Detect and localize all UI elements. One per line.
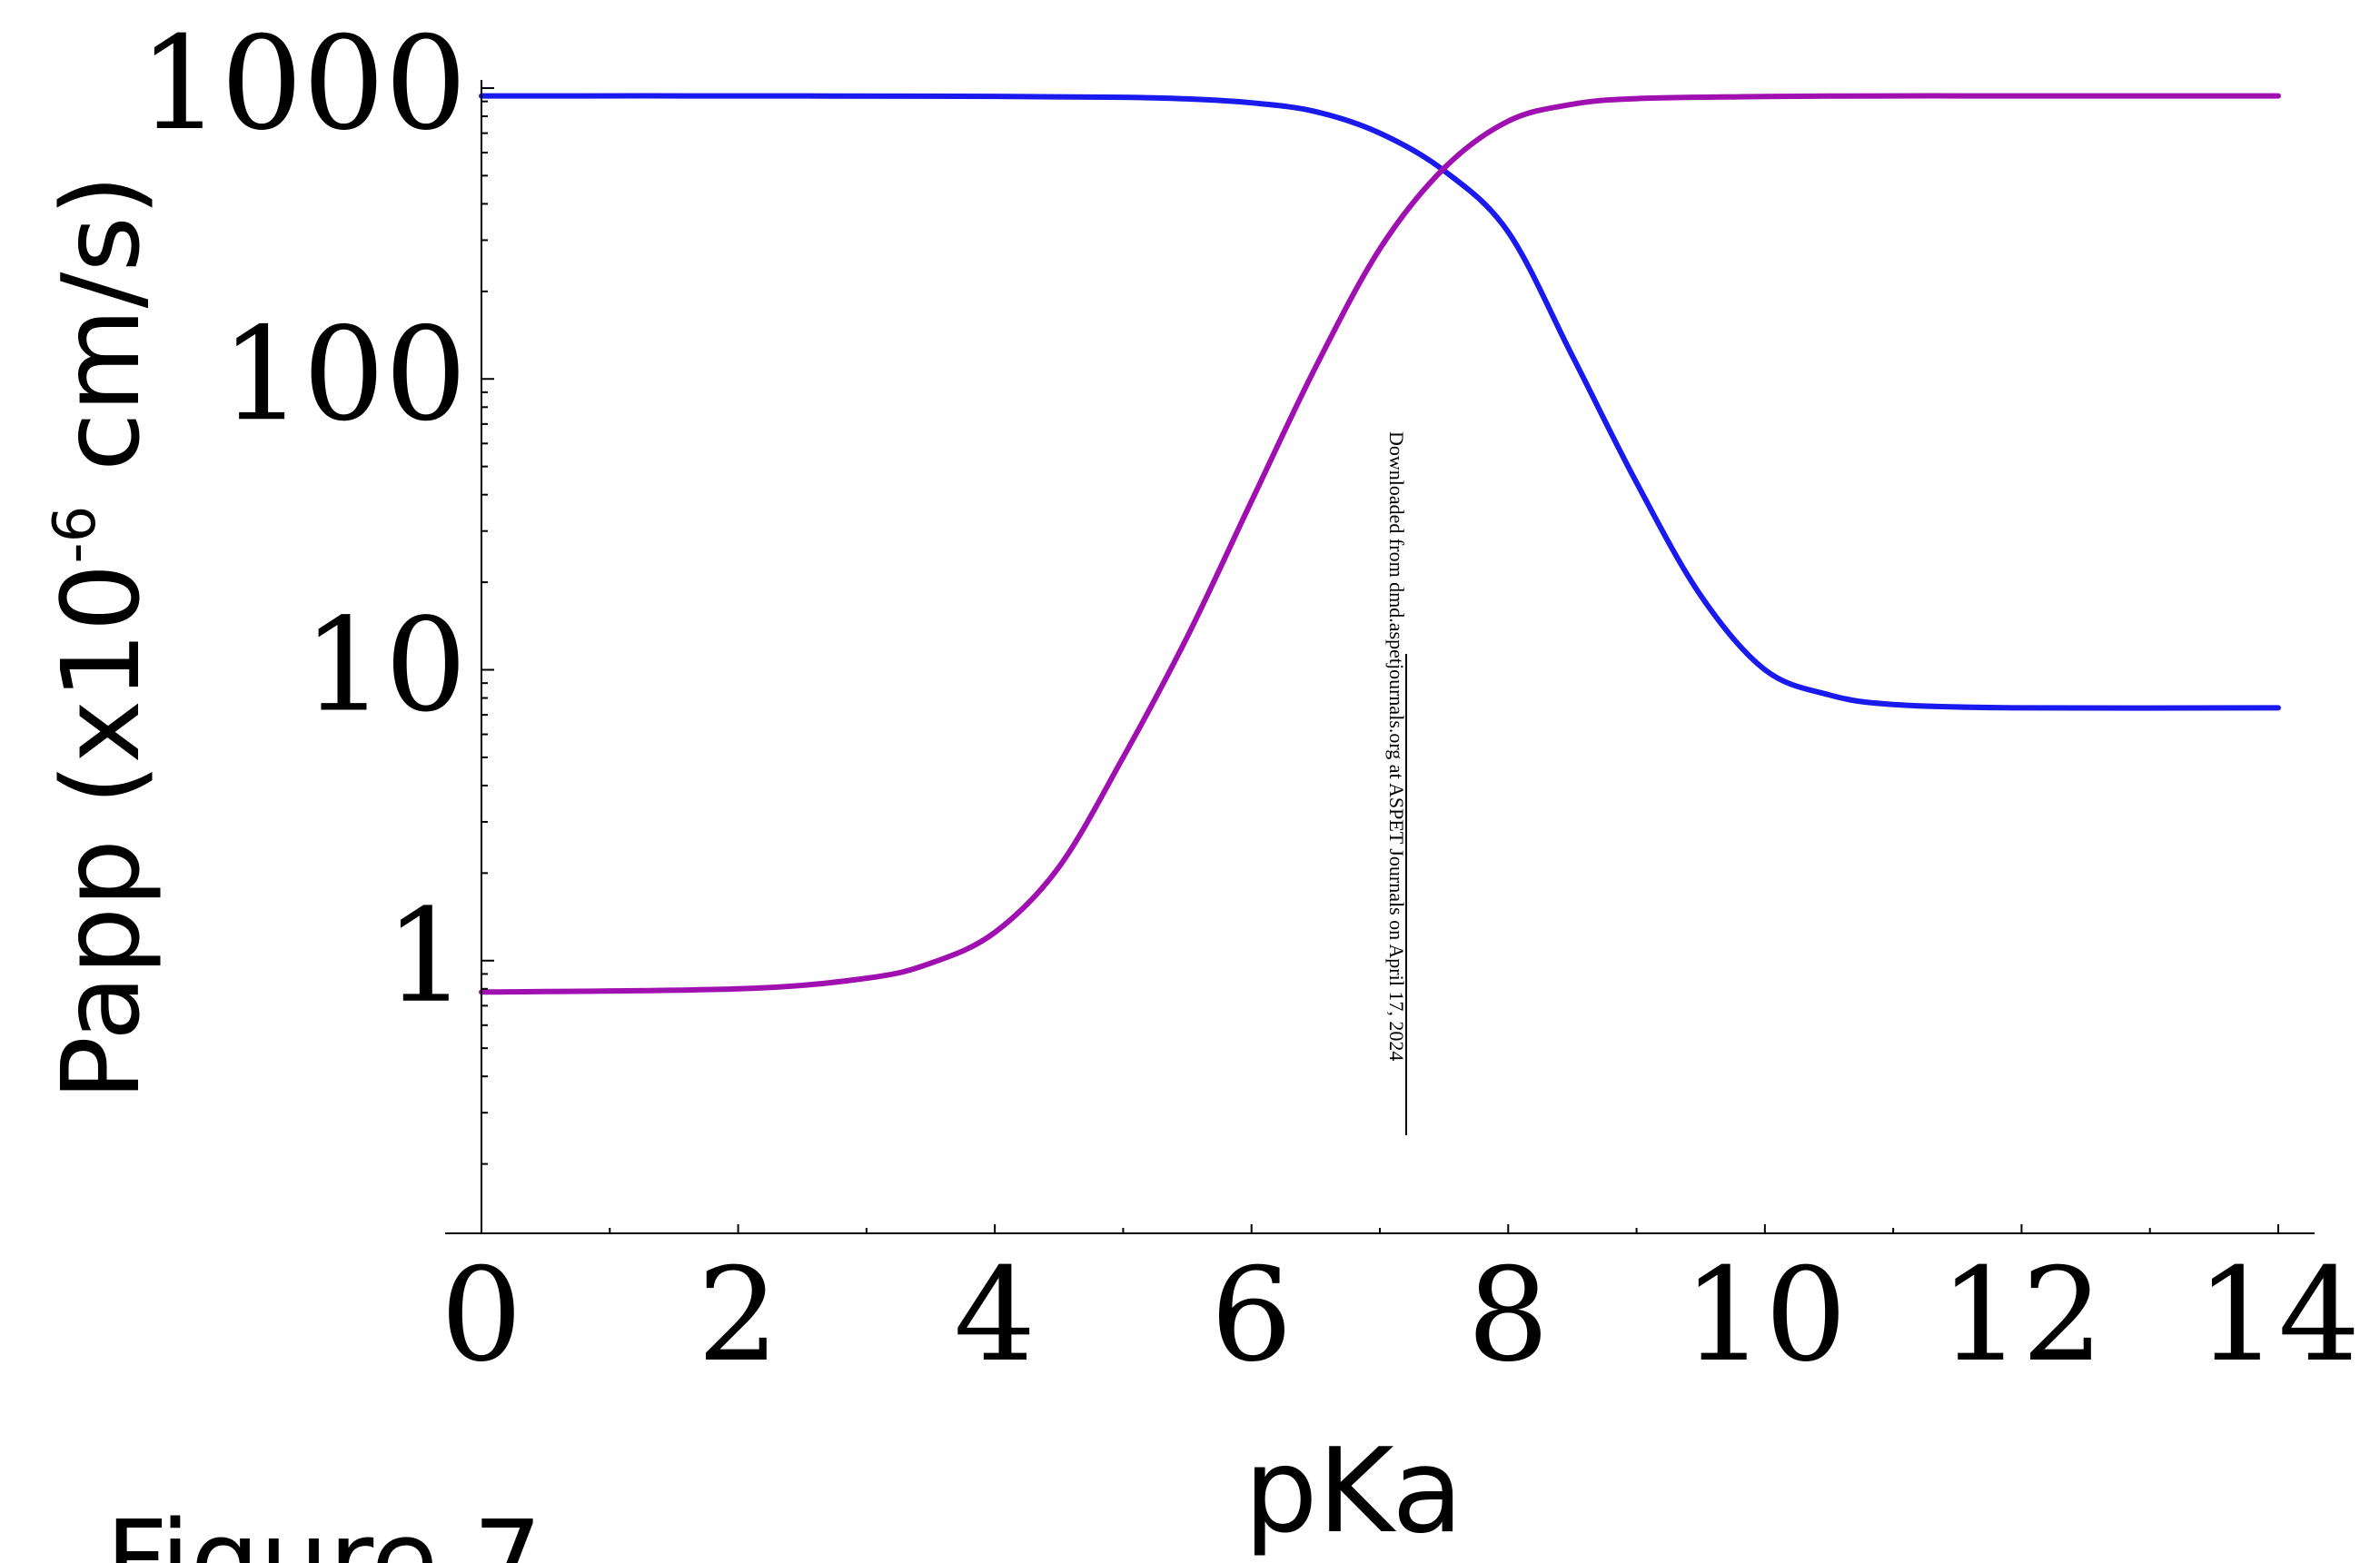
x-tick-label: 10 — [1683, 1241, 1848, 1390]
x-tick-label: 2 — [697, 1241, 778, 1390]
axes: 0 2 4 6 8 10 12 14 1 10 100 1000 — [139, 9, 2361, 1390]
y-axis-title-unit: cm/s) — [38, 174, 164, 506]
y-tick-label: 1 — [385, 882, 467, 1032]
plot-area — [479, 93, 2281, 1135]
y-tick-label: 10 — [302, 591, 467, 741]
x-tick-label: 6 — [1211, 1241, 1293, 1390]
x-tick-label: 8 — [1467, 1241, 1549, 1390]
series-line-purple — [479, 93, 2281, 995]
x-tick-label: 14 — [2197, 1241, 2361, 1390]
x-axis-title: pKa — [1244, 1424, 1463, 1559]
figure-label: Figure 7 — [105, 1499, 542, 1563]
watermark-text: Downloaded from dmd.aspetjournals.org at… — [1385, 431, 1408, 1061]
y-axis-title-superscript: -6 — [42, 506, 109, 564]
y-tick-label: 100 — [221, 300, 467, 450]
x-tick-label: 12 — [1939, 1241, 2104, 1390]
y-axis-title: Papp (x10-6 cm/s) — [38, 174, 164, 1101]
y-tick-label: 1000 — [139, 9, 467, 159]
x-tick-label: 4 — [954, 1241, 1036, 1390]
y-axis-title-main: Papp (x10 — [38, 563, 164, 1101]
x-tick-label: 0 — [441, 1241, 522, 1390]
series-line-blue — [479, 93, 2281, 711]
